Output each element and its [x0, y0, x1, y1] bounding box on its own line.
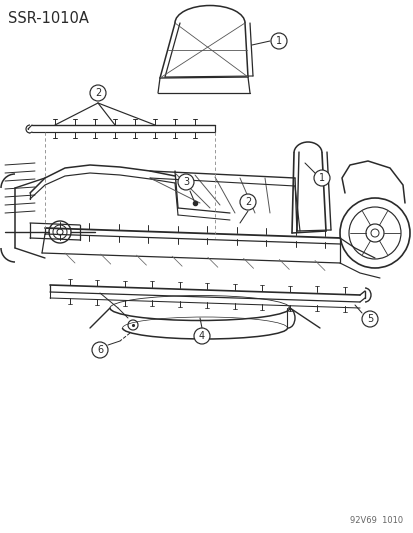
Text: 1: 1	[318, 173, 324, 183]
Text: 92V69  1010: 92V69 1010	[349, 516, 402, 525]
Circle shape	[240, 194, 255, 210]
Circle shape	[92, 342, 108, 358]
Circle shape	[361, 311, 377, 327]
Text: 3: 3	[183, 177, 189, 187]
Circle shape	[313, 170, 329, 186]
Circle shape	[178, 174, 194, 190]
Text: 2: 2	[95, 88, 101, 98]
Circle shape	[194, 328, 209, 344]
Circle shape	[90, 85, 106, 101]
Text: 4: 4	[199, 331, 204, 341]
Text: 2: 2	[244, 197, 251, 207]
Text: 6: 6	[97, 345, 103, 355]
Text: SSR-1010A: SSR-1010A	[8, 11, 89, 26]
Text: 1: 1	[275, 36, 281, 46]
Text: 5: 5	[366, 314, 372, 324]
Circle shape	[271, 33, 286, 49]
